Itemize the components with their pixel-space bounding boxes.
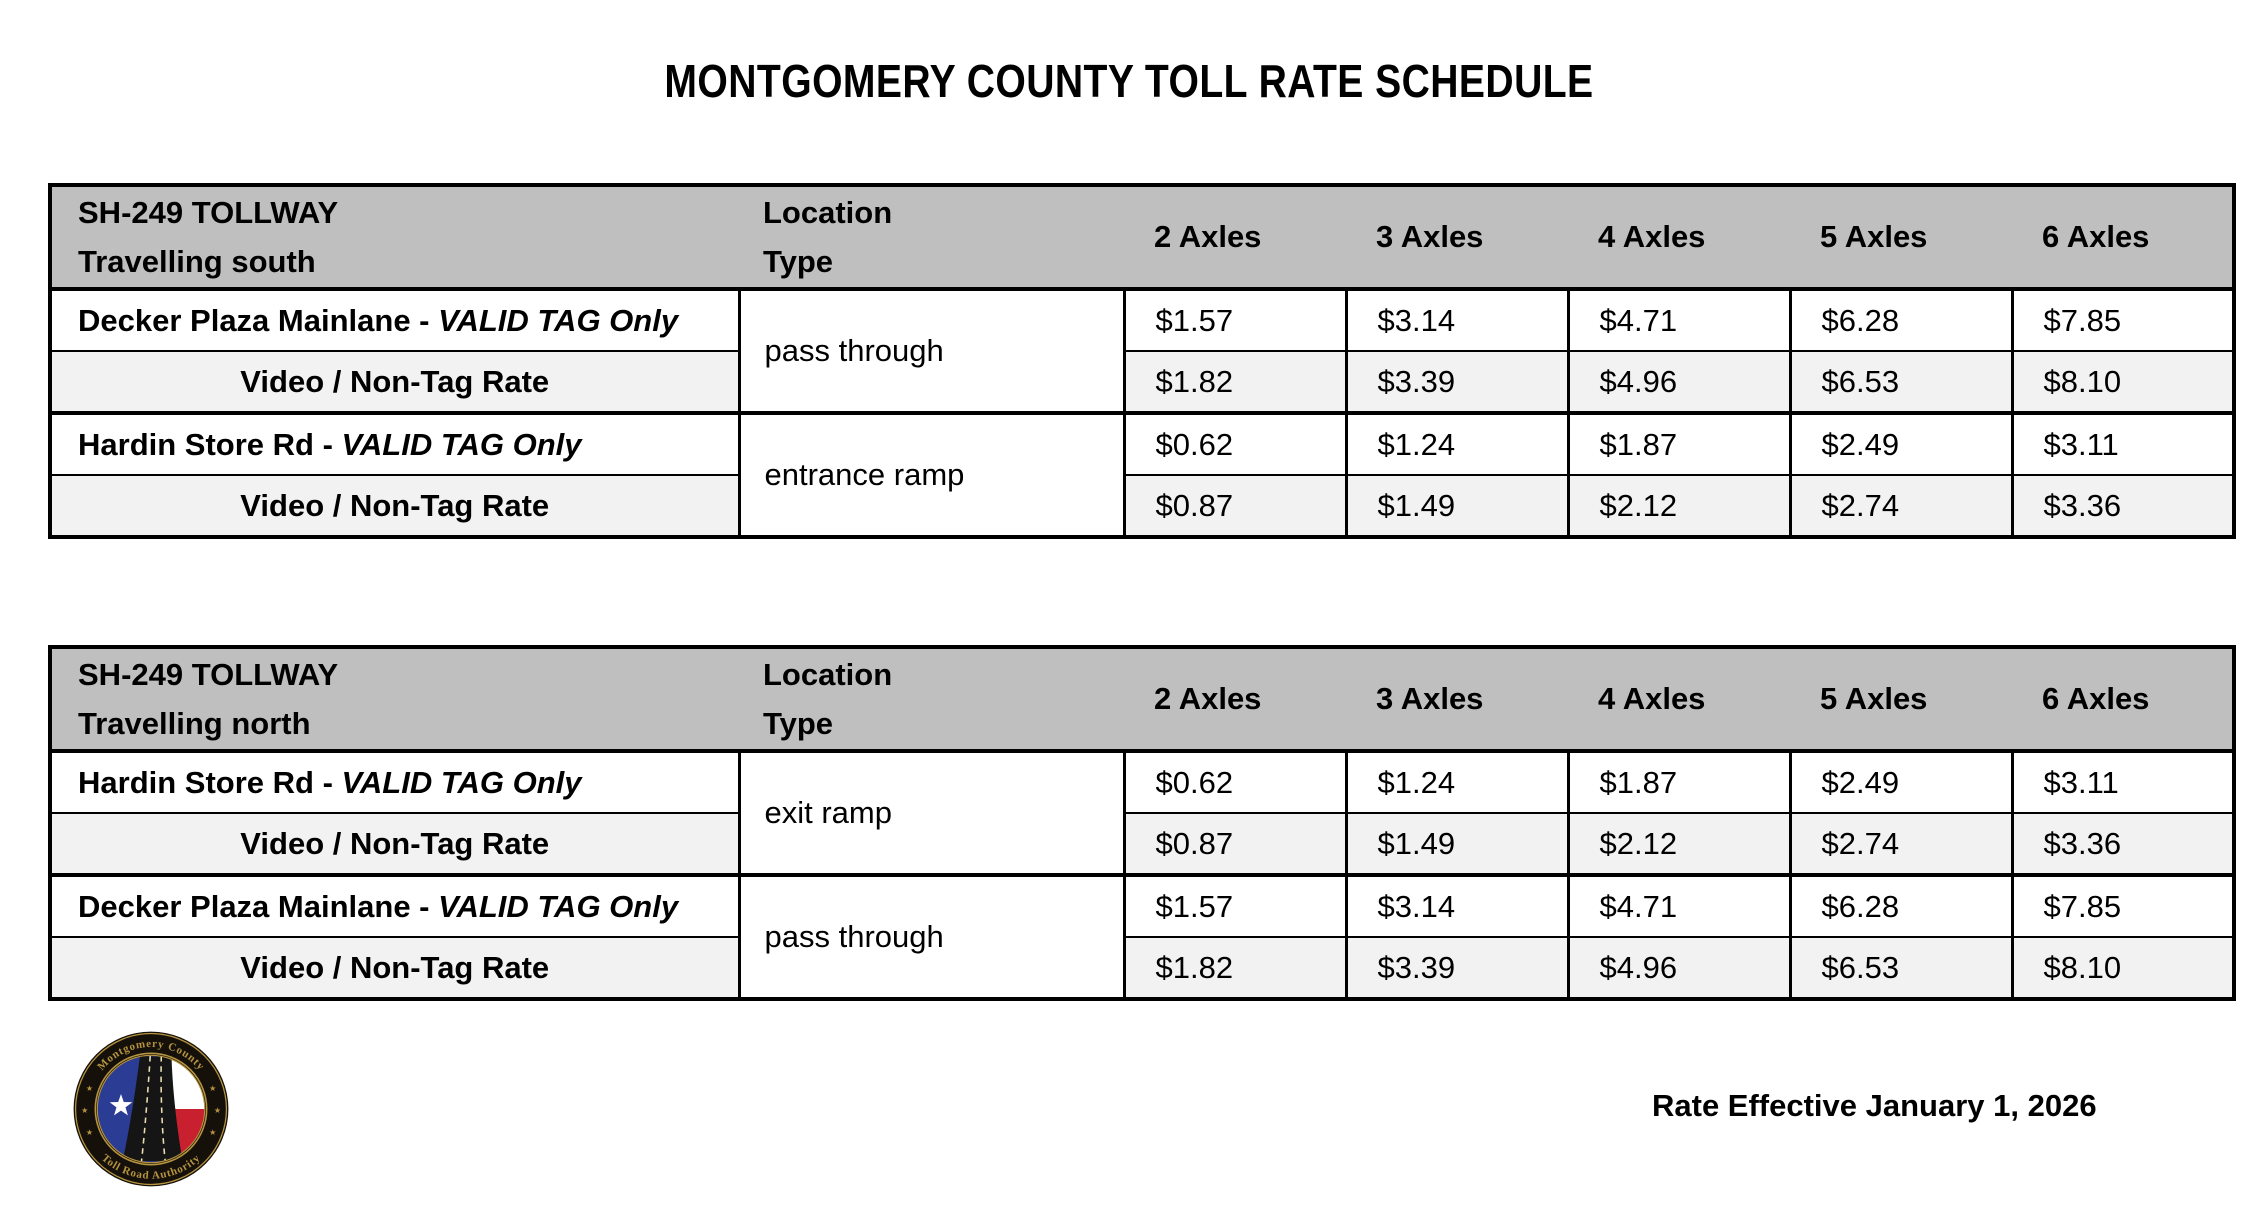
table-row: Hardin Store Rd - VALID TAG Only exit ra… — [48, 749, 2236, 877]
rate-cell: $1.82 — [1122, 350, 1348, 415]
rate-cell: $2.74 — [1788, 474, 2014, 539]
rate-cell: $6.28 — [1788, 873, 2014, 938]
location-type-cell: exit ramp — [737, 749, 1126, 877]
rate-cell: $1.57 — [1122, 287, 1348, 352]
valid-tag-only-label: VALID TAG Only — [438, 888, 679, 924]
rate-cell: $4.96 — [1566, 350, 1792, 415]
rate-effective-date: Rate Effective January 1, 2026 — [1652, 1088, 2097, 1123]
road-name: SH-249 TOLLWAY — [78, 657, 339, 692]
location-type-cell: pass through — [737, 287, 1126, 415]
road-direction: Travelling north — [78, 706, 311, 741]
rate-cell: $1.82 — [1122, 936, 1348, 1001]
rate-cell: $1.87 — [1566, 411, 1792, 476]
location-type-header: Location Type — [739, 185, 1124, 291]
ring-star-icon: ★ — [86, 1128, 93, 1137]
location-cell: Hardin Store Rd - VALID TAG Only — [48, 411, 741, 476]
road-direction: Travelling south — [78, 244, 316, 279]
video-rate-label: Video / Non-Tag Rate — [48, 936, 741, 1001]
rate-cell: $2.74 — [1788, 812, 2014, 877]
ring-star-icon: ★ — [214, 1106, 221, 1115]
location-type-header: Location Type — [739, 647, 1124, 753]
location-type-cell: pass through — [737, 873, 1126, 1001]
location-cell: Decker Plaza Mainlane - VALID TAG Only — [48, 873, 741, 938]
rate-cell: $3.14 — [1344, 873, 1570, 938]
rate-cell: $1.24 — [1344, 411, 1570, 476]
rate-cell: $4.71 — [1566, 873, 1792, 938]
valid-tag-only-label: VALID TAG Only — [341, 764, 582, 800]
axle-column-header: 3 Axles — [1346, 647, 1568, 753]
rate-cell: $1.49 — [1344, 474, 1570, 539]
axle-column-header: 4 Axles — [1568, 647, 1790, 753]
texas-star-icon — [109, 1093, 133, 1116]
road-header: SH-249 TOLLWAY Travelling south — [50, 185, 739, 291]
axle-column-header: 3 Axles — [1346, 185, 1568, 291]
rate-cell: $3.36 — [2010, 812, 2236, 877]
toll-authority-seal-icon: Montgomery County Toll Road Authority ★ … — [73, 1031, 229, 1187]
rate-cell: $2.12 — [1566, 474, 1792, 539]
rate-cell: $3.36 — [2010, 474, 2236, 539]
rate-cell: $3.11 — [2010, 749, 2236, 814]
valid-tag-only-label: VALID TAG Only — [341, 426, 582, 462]
ring-star-icon: ★ — [81, 1106, 88, 1115]
axle-column-header: 6 Axles — [2012, 647, 2234, 753]
ring-star-icon: ★ — [209, 1084, 216, 1093]
rate-cell: $2.12 — [1566, 812, 1792, 877]
axle-column-header: 2 Axles — [1124, 647, 1346, 753]
video-rate-label: Video / Non-Tag Rate — [48, 350, 741, 415]
rate-cell: $6.53 — [1788, 350, 2014, 415]
location-cell: Decker Plaza Mainlane - VALID TAG Only — [48, 287, 741, 352]
rate-cell: $0.87 — [1122, 474, 1348, 539]
location-cell: Hardin Store Rd - VALID TAG Only — [48, 749, 741, 814]
video-rate-label: Video / Non-Tag Rate — [48, 812, 741, 877]
axle-column-header: 4 Axles — [1568, 185, 1790, 291]
table-header-row: SH-249 TOLLWAY Travelling north Location… — [50, 647, 2234, 753]
table-row: Video / Non-Tag Rate $0.87 $1.49 $2.12 $… — [48, 812, 2236, 877]
table-row: Decker Plaza Mainlane - VALID TAG Only p… — [48, 287, 2236, 415]
rate-cell: $7.85 — [2010, 287, 2236, 352]
table-row: Hardin Store Rd - VALID TAG Only entranc… — [48, 411, 2236, 539]
rate-cell: $7.85 — [2010, 873, 2236, 938]
table-row: Decker Plaza Mainlane - VALID TAG Only p… — [48, 873, 2236, 1001]
table-row: Video / Non-Tag Rate $1.82 $3.39 $4.96 $… — [48, 936, 2236, 1001]
rate-cell: $8.10 — [2010, 350, 2236, 415]
rate-cell: $3.39 — [1344, 350, 1570, 415]
rate-cell: $6.53 — [1788, 936, 2014, 1001]
table-header-row: SH-249 TOLLWAY Travelling south Location… — [50, 185, 2234, 291]
rate-cell: $4.71 — [1566, 287, 1792, 352]
road-name: SH-249 TOLLWAY — [78, 195, 339, 230]
road-header: SH-249 TOLLWAY Travelling north — [50, 647, 739, 753]
rate-cell: $0.62 — [1122, 749, 1348, 814]
rate-cell: $8.10 — [2010, 936, 2236, 1001]
rate-cell: $3.39 — [1344, 936, 1570, 1001]
rate-cell: $3.11 — [2010, 411, 2236, 476]
rate-cell: $0.87 — [1122, 812, 1348, 877]
mctra-seal-logo: Montgomery County Toll Road Authority ★ … — [72, 1028, 230, 1190]
rate-cell: $2.49 — [1788, 749, 2014, 814]
ring-star-icon: ★ — [86, 1084, 93, 1093]
axle-column-header: 6 Axles — [2012, 185, 2234, 291]
table-row: Video / Non-Tag Rate $0.87 $1.49 $2.12 $… — [48, 474, 2236, 539]
location-type-cell: entrance ramp — [737, 411, 1126, 539]
rate-cell: $1.24 — [1344, 749, 1570, 814]
table-row: Video / Non-Tag Rate $1.82 $3.39 $4.96 $… — [48, 350, 2236, 415]
page-title: MONTGOMERY COUNTY TOLL RATE SCHEDULE — [664, 55, 1594, 107]
rate-cell: $2.49 — [1788, 411, 2014, 476]
rate-cell: $0.62 — [1122, 411, 1348, 476]
axle-column-header: 5 Axles — [1790, 185, 2012, 291]
toll-table-north: SH-249 TOLLWAY Travelling north Location… — [48, 645, 2236, 1001]
ring-star-icon: ★ — [209, 1128, 216, 1137]
rate-cell: $1.49 — [1344, 812, 1570, 877]
valid-tag-only-label: VALID TAG Only — [438, 302, 679, 338]
axle-column-header: 2 Axles — [1124, 185, 1346, 291]
toll-table-south: SH-249 TOLLWAY Travelling south Location… — [48, 183, 2236, 539]
rate-cell: $3.14 — [1344, 287, 1570, 352]
rate-cell: $6.28 — [1788, 287, 2014, 352]
rate-cell: $1.87 — [1566, 749, 1792, 814]
rate-cell: $4.96 — [1566, 936, 1792, 1001]
axle-column-header: 5 Axles — [1790, 647, 2012, 753]
video-rate-label: Video / Non-Tag Rate — [48, 474, 741, 539]
rate-cell: $1.57 — [1122, 873, 1348, 938]
